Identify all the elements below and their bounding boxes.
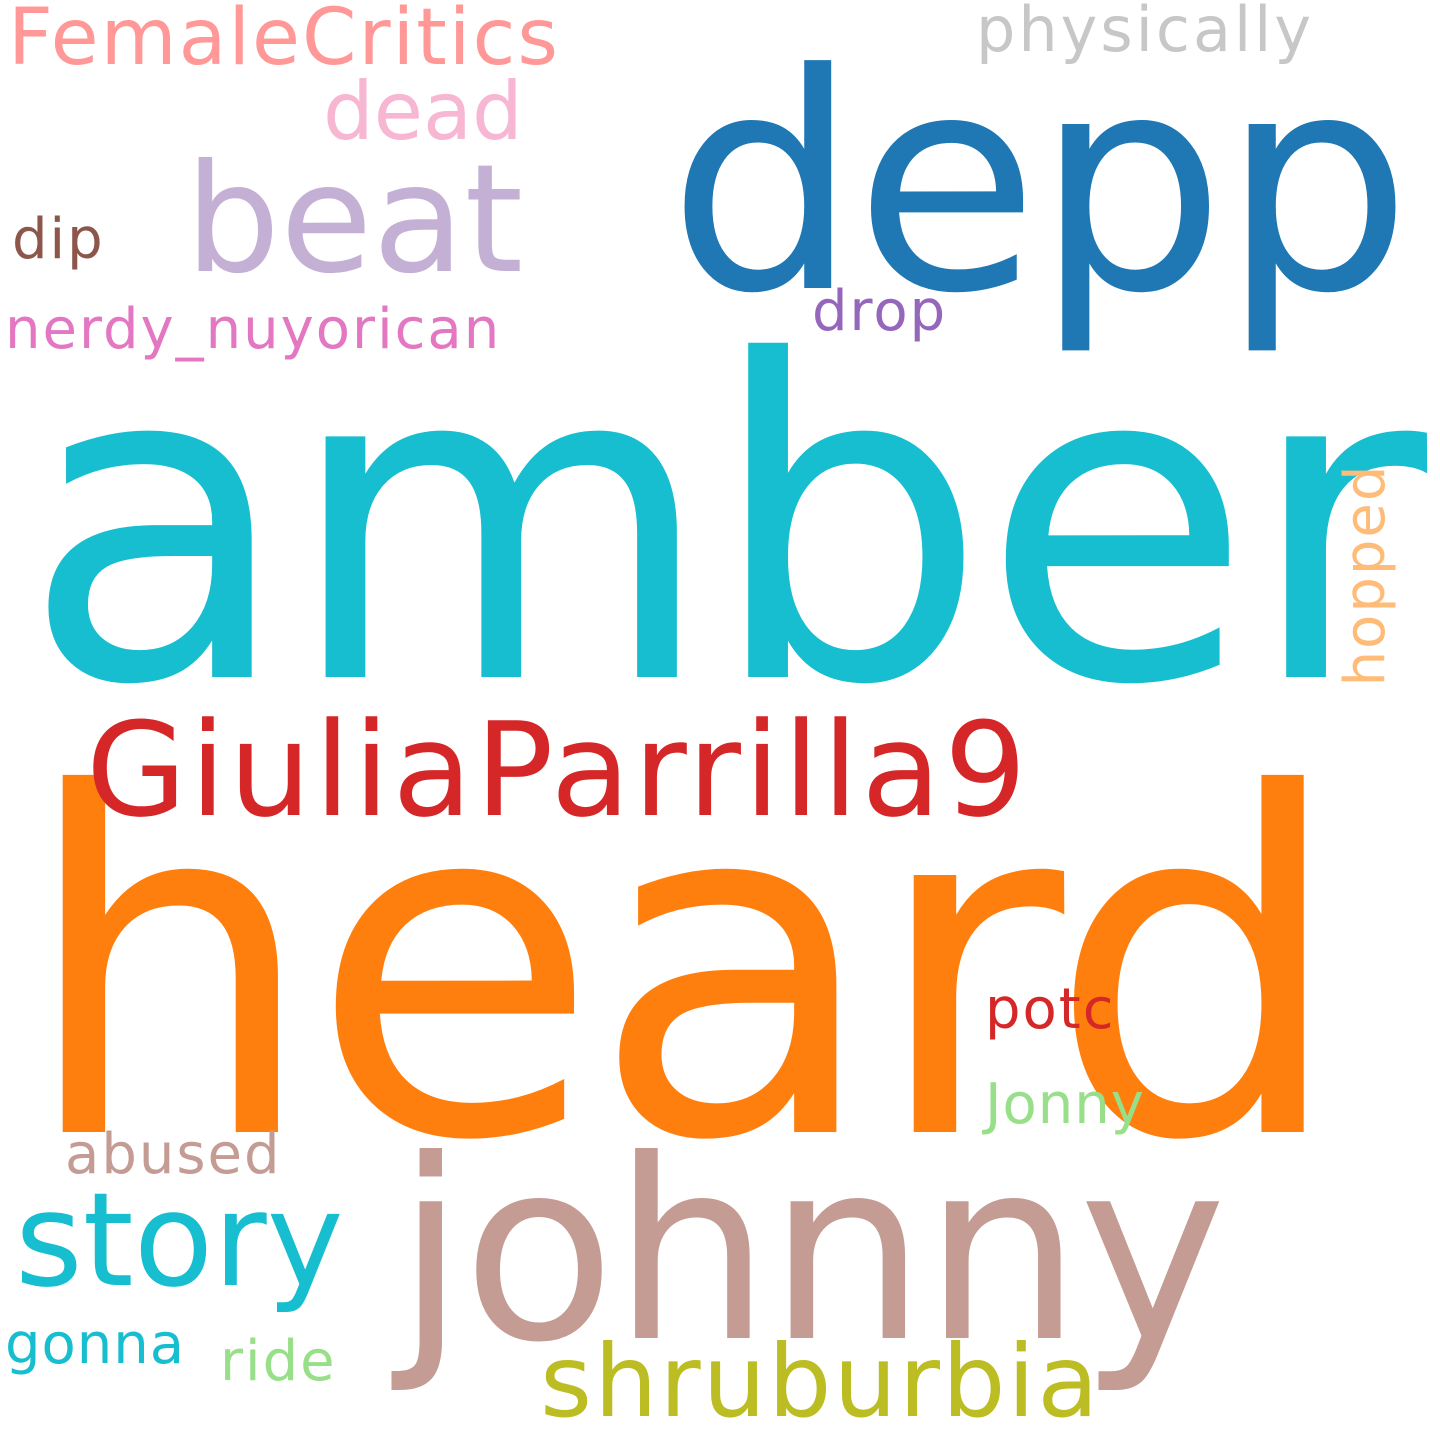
- word-jonny: Jonny: [985, 1072, 1145, 1137]
- word-depp: depp: [668, 10, 1412, 359]
- word-johnny: johnny: [396, 1106, 1227, 1397]
- word-potc: potc: [985, 977, 1116, 1042]
- word-hopped: hopped: [1333, 463, 1398, 687]
- word-drop: drop: [812, 279, 948, 344]
- word-abused: abused: [65, 1122, 282, 1187]
- word-nerdy-nuyorican: nerdy_nuyorican: [5, 297, 502, 362]
- word-dip: dip: [12, 207, 105, 272]
- word-shruburbia: shruburbia: [540, 1323, 1101, 1440]
- word-story: story: [15, 1164, 344, 1316]
- word-femalecritics: FemaleCritics: [8, 0, 561, 83]
- word-beat: beat: [185, 133, 524, 307]
- word-amber: amber: [22, 269, 1427, 781]
- word-physically: physically: [976, 0, 1315, 66]
- word-heard: heard: [20, 696, 1346, 1243]
- word-gonna: gonna: [5, 1312, 186, 1377]
- word-giuliaparrilla9: GiuliaParrilla9: [86, 694, 1030, 846]
- word-dead: dead: [323, 65, 523, 158]
- word-ride: ride: [220, 1329, 337, 1394]
